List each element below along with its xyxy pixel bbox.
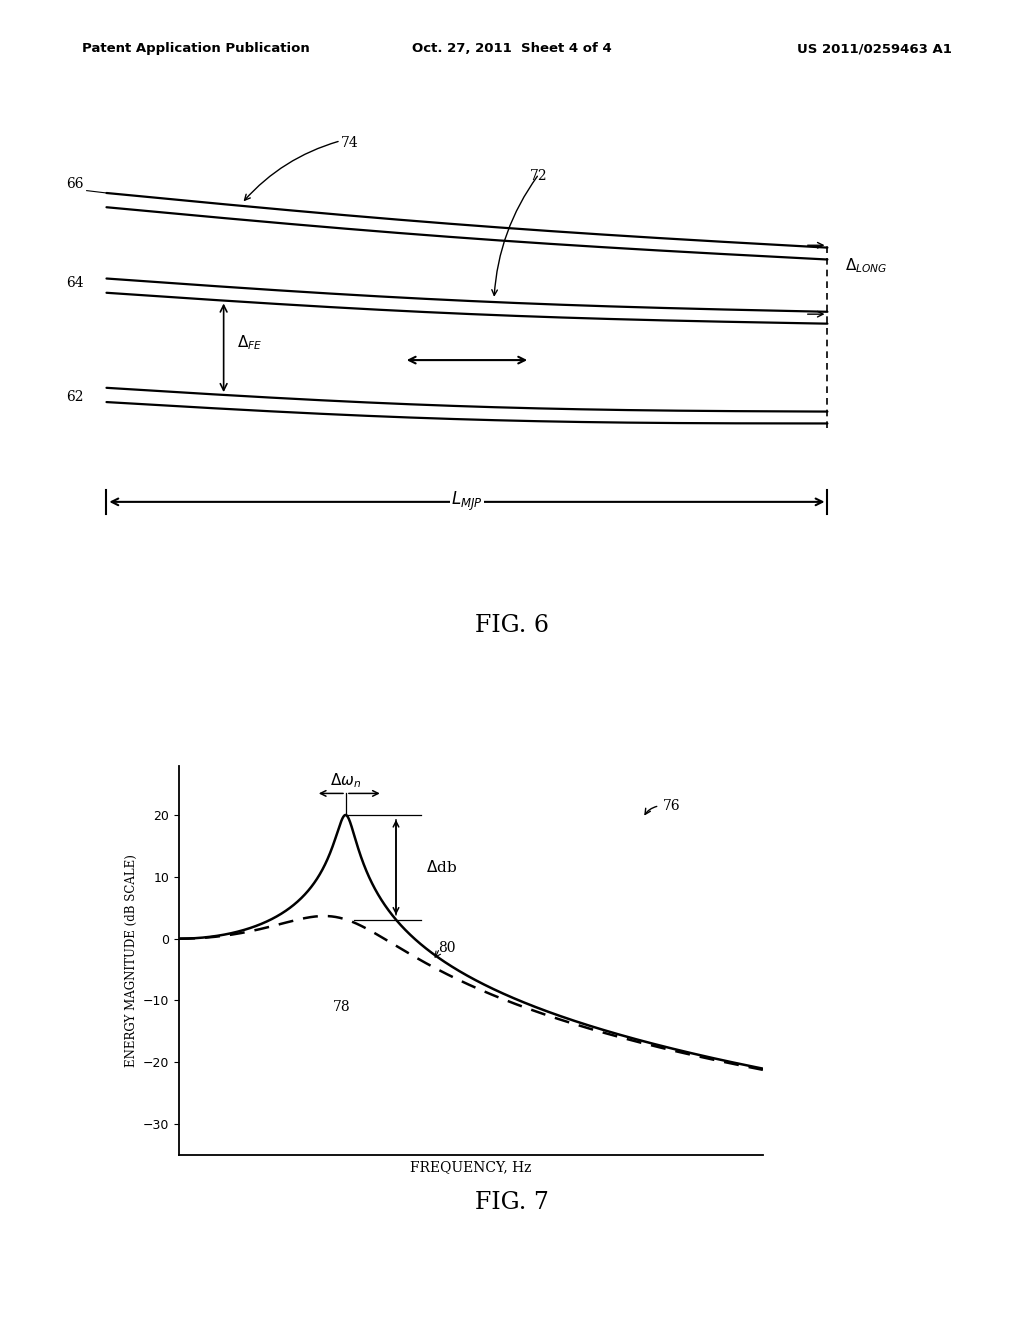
Y-axis label: ENERGY MAGNITUDE (dB SCALE): ENERGY MAGNITUDE (dB SCALE) [125,854,137,1067]
Text: Oct. 27, 2011  Sheet 4 of 4: Oct. 27, 2011 Sheet 4 of 4 [412,42,612,55]
Text: 66: 66 [67,177,84,190]
Text: 64: 64 [67,276,84,290]
Text: US 2011/0259463 A1: US 2011/0259463 A1 [798,42,952,55]
Text: $\Delta$db: $\Delta$db [426,859,457,875]
Text: $\Delta_{LONG}$: $\Delta_{LONG}$ [846,256,888,275]
Text: 76: 76 [663,799,680,813]
Text: 80: 80 [437,941,456,954]
Text: FIG. 6: FIG. 6 [475,614,549,636]
Text: 78: 78 [333,999,350,1014]
Text: $\Delta_{FE}$: $\Delta_{FE}$ [238,334,262,352]
X-axis label: FREQUENCY, Hz: FREQUENCY, Hz [411,1160,531,1175]
Text: $L_{MJP}$: $L_{MJP}$ [452,490,482,513]
Text: $\Delta\omega_n$: $\Delta\omega_n$ [331,772,361,791]
Text: FIG. 7: FIG. 7 [475,1191,549,1213]
Text: Patent Application Publication: Patent Application Publication [82,42,309,55]
Text: 62: 62 [67,391,84,404]
Text: 72: 72 [530,169,548,183]
Text: 74: 74 [341,136,358,150]
